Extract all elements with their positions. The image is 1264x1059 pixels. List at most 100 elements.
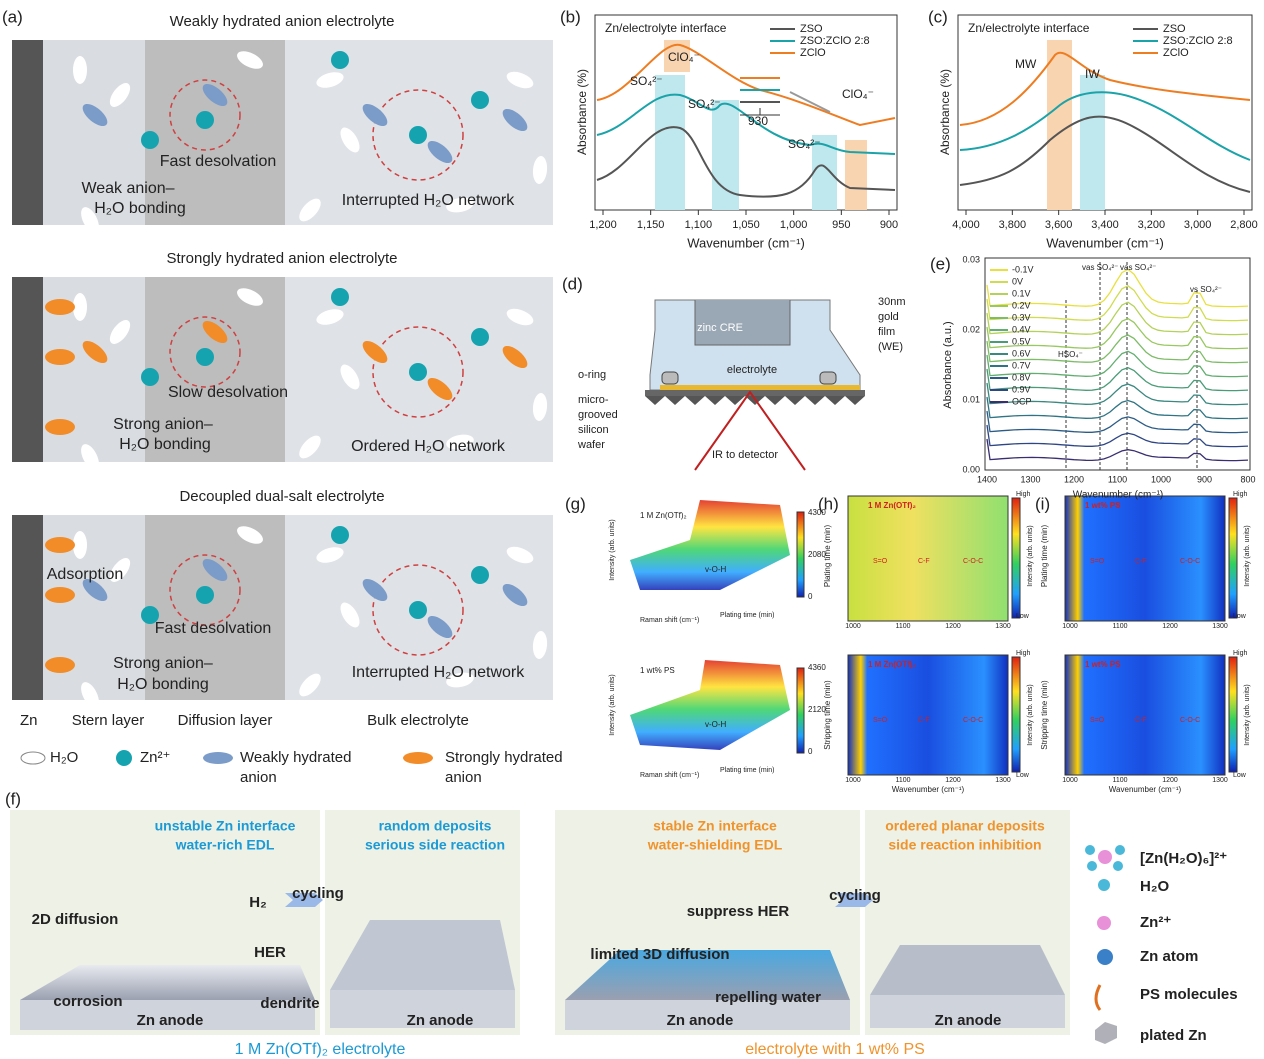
label: o-ring — [578, 369, 606, 381]
adsorbed-anion — [45, 657, 75, 673]
label: 0 — [808, 592, 813, 601]
legend-entry: anion — [240, 769, 277, 786]
label: Stripping time (min) — [1040, 680, 1049, 750]
axis-title: Wavenumber (cm⁻¹) — [892, 785, 965, 794]
region-label: Diffusion layer — [178, 712, 273, 729]
label: C-O-C — [1180, 717, 1200, 724]
label: serious side reaction — [365, 837, 505, 853]
label: 2D diffusion — [32, 911, 119, 928]
label: Intensity (arb. units) — [1244, 684, 1251, 745]
label: 4360 — [808, 663, 826, 672]
label: cycling — [829, 887, 881, 904]
legend-entry: 0.7V — [1012, 360, 1031, 370]
legend-weak — [203, 752, 233, 764]
label: Zn anode — [407, 1012, 474, 1029]
label: Zn/electrolyte interface — [968, 21, 1090, 35]
legend-entry: 0.4V — [1012, 324, 1031, 334]
x-tick-label: 900 — [1197, 474, 1212, 484]
label: 1100 — [1112, 777, 1127, 784]
annotation: Ordered H₂O network — [351, 438, 506, 455]
label: water-shielding EDL — [647, 837, 783, 853]
legend-entry: Weakly hydrated — [240, 749, 351, 766]
label: HER — [254, 944, 286, 961]
legend-entry: OCP — [1012, 396, 1032, 406]
legend-entry: H₂O — [50, 749, 78, 766]
legend-entry: 0.6V — [1012, 348, 1031, 358]
x-tick-label: 950 — [832, 219, 850, 231]
legend-water — [21, 752, 45, 764]
annotation: Interrupted H₂O network — [342, 192, 516, 209]
label: 1200 — [1162, 777, 1178, 784]
legend-entry: 0.5V — [1012, 336, 1031, 346]
zn-ion — [471, 91, 489, 109]
label: v-O-H — [705, 720, 727, 729]
label: 1100 — [895, 777, 910, 784]
x-tick-label: 3,800 — [999, 219, 1027, 231]
label: Low — [1016, 772, 1030, 779]
label: (WE) — [878, 341, 903, 353]
label: limited 3D diffusion — [590, 946, 729, 963]
label: Zn anode — [935, 1012, 1002, 1029]
label: Zn anode — [667, 1012, 734, 1029]
legend-entry: ZSO:ZClO 2:8 — [800, 35, 870, 47]
spectrum — [987, 439, 1248, 461]
y-tick-label: 0.01 — [962, 394, 980, 404]
zn-ion — [331, 288, 349, 306]
legend-entry: 0.9V — [1012, 384, 1031, 394]
label: Intensity (arb. units) — [1027, 525, 1034, 586]
annotation: Slow desolvation — [168, 384, 288, 401]
label: SO₄²⁻ — [630, 74, 663, 88]
label: 1 wt% PS — [1085, 660, 1121, 669]
x-tick-label: 1200 — [1064, 474, 1084, 484]
label: 0 — [808, 747, 813, 756]
region-label: Zn — [20, 712, 38, 729]
label: 1200 — [945, 623, 961, 630]
legend-entry: anion — [445, 769, 482, 786]
label: side reaction inhibition — [888, 837, 1041, 853]
x-tick-label: 900 — [880, 219, 898, 231]
x-tick-label: 4,000 — [952, 219, 980, 231]
label: Intensity (arb. units) — [609, 674, 616, 735]
label: C-O-C — [1180, 558, 1200, 565]
label: 1 M Zn(OTf)₂ — [868, 501, 916, 510]
label: 1 M Zn(OTf)₂ — [868, 660, 916, 669]
label: Low — [1016, 613, 1030, 620]
annotation: Adsorption — [47, 566, 124, 583]
label: grooved — [578, 409, 618, 421]
label: vas SO₄²⁻ — [1120, 263, 1156, 272]
label: S=O — [1090, 717, 1105, 724]
annotation: H₂O bonding — [119, 436, 211, 453]
zn-ion — [141, 131, 159, 149]
axis-title: Absorbance (%) — [938, 69, 952, 155]
annotation: Weak anion– — [81, 180, 174, 197]
annotation: Strong anion– — [113, 655, 213, 672]
legend-entry: [Zn(H₂O)₆]²⁺ — [1140, 850, 1227, 867]
label: ClO₄⁻ — [668, 50, 700, 64]
label: wafer — [577, 439, 605, 451]
zn-ion — [471, 328, 489, 346]
diffusion-layer — [145, 40, 285, 225]
label: IW — [1085, 67, 1100, 81]
adsorbed-anion — [45, 419, 75, 435]
label: corrosion — [53, 993, 122, 1010]
legend-entry: -0.1V — [1012, 264, 1034, 274]
label: 1000 — [1062, 777, 1078, 784]
label: S=O — [1090, 558, 1105, 565]
label: C-F — [1135, 558, 1147, 565]
panel-label: (g) — [565, 494, 586, 513]
legend-entry: 0.2V — [1012, 300, 1031, 310]
annotation: Fast desolvation — [160, 153, 277, 170]
label: High — [1233, 650, 1248, 657]
label: stable Zn interface — [653, 818, 777, 834]
label: 1000 — [845, 623, 861, 630]
x-tick-label: 3,400 — [1091, 219, 1119, 231]
legend-entry: Zn²⁺ — [1140, 914, 1171, 931]
label: Intensity (arb. units) — [609, 519, 616, 580]
label: ordered planar deposits — [885, 818, 1045, 834]
x-tick-label: 3,200 — [1138, 219, 1166, 231]
annotation: Strong anion– — [113, 416, 213, 433]
label: silicon — [578, 424, 609, 436]
panel-label: (d) — [562, 274, 583, 293]
zn-ion — [409, 601, 427, 619]
label: Raman shift (cm⁻¹) — [640, 772, 699, 779]
